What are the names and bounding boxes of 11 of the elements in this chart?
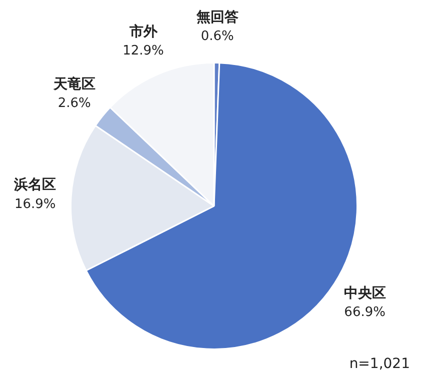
slice-label: 天竜区 [52, 75, 96, 92]
data-label: 12.9% [122, 44, 164, 59]
slice-label: 浜名区 [13, 177, 56, 194]
data-label: 66.9% [344, 305, 386, 320]
slice-label: 市外 [128, 22, 158, 40]
slice-label: 無回答 [195, 9, 238, 26]
text: n=1,021 [349, 356, 410, 372]
slice-label: 中央区 [344, 285, 386, 302]
data-label: 2.6% [58, 96, 91, 111]
data-label: 0.6% [200, 29, 234, 44]
data-label: 16.9% [14, 196, 56, 212]
